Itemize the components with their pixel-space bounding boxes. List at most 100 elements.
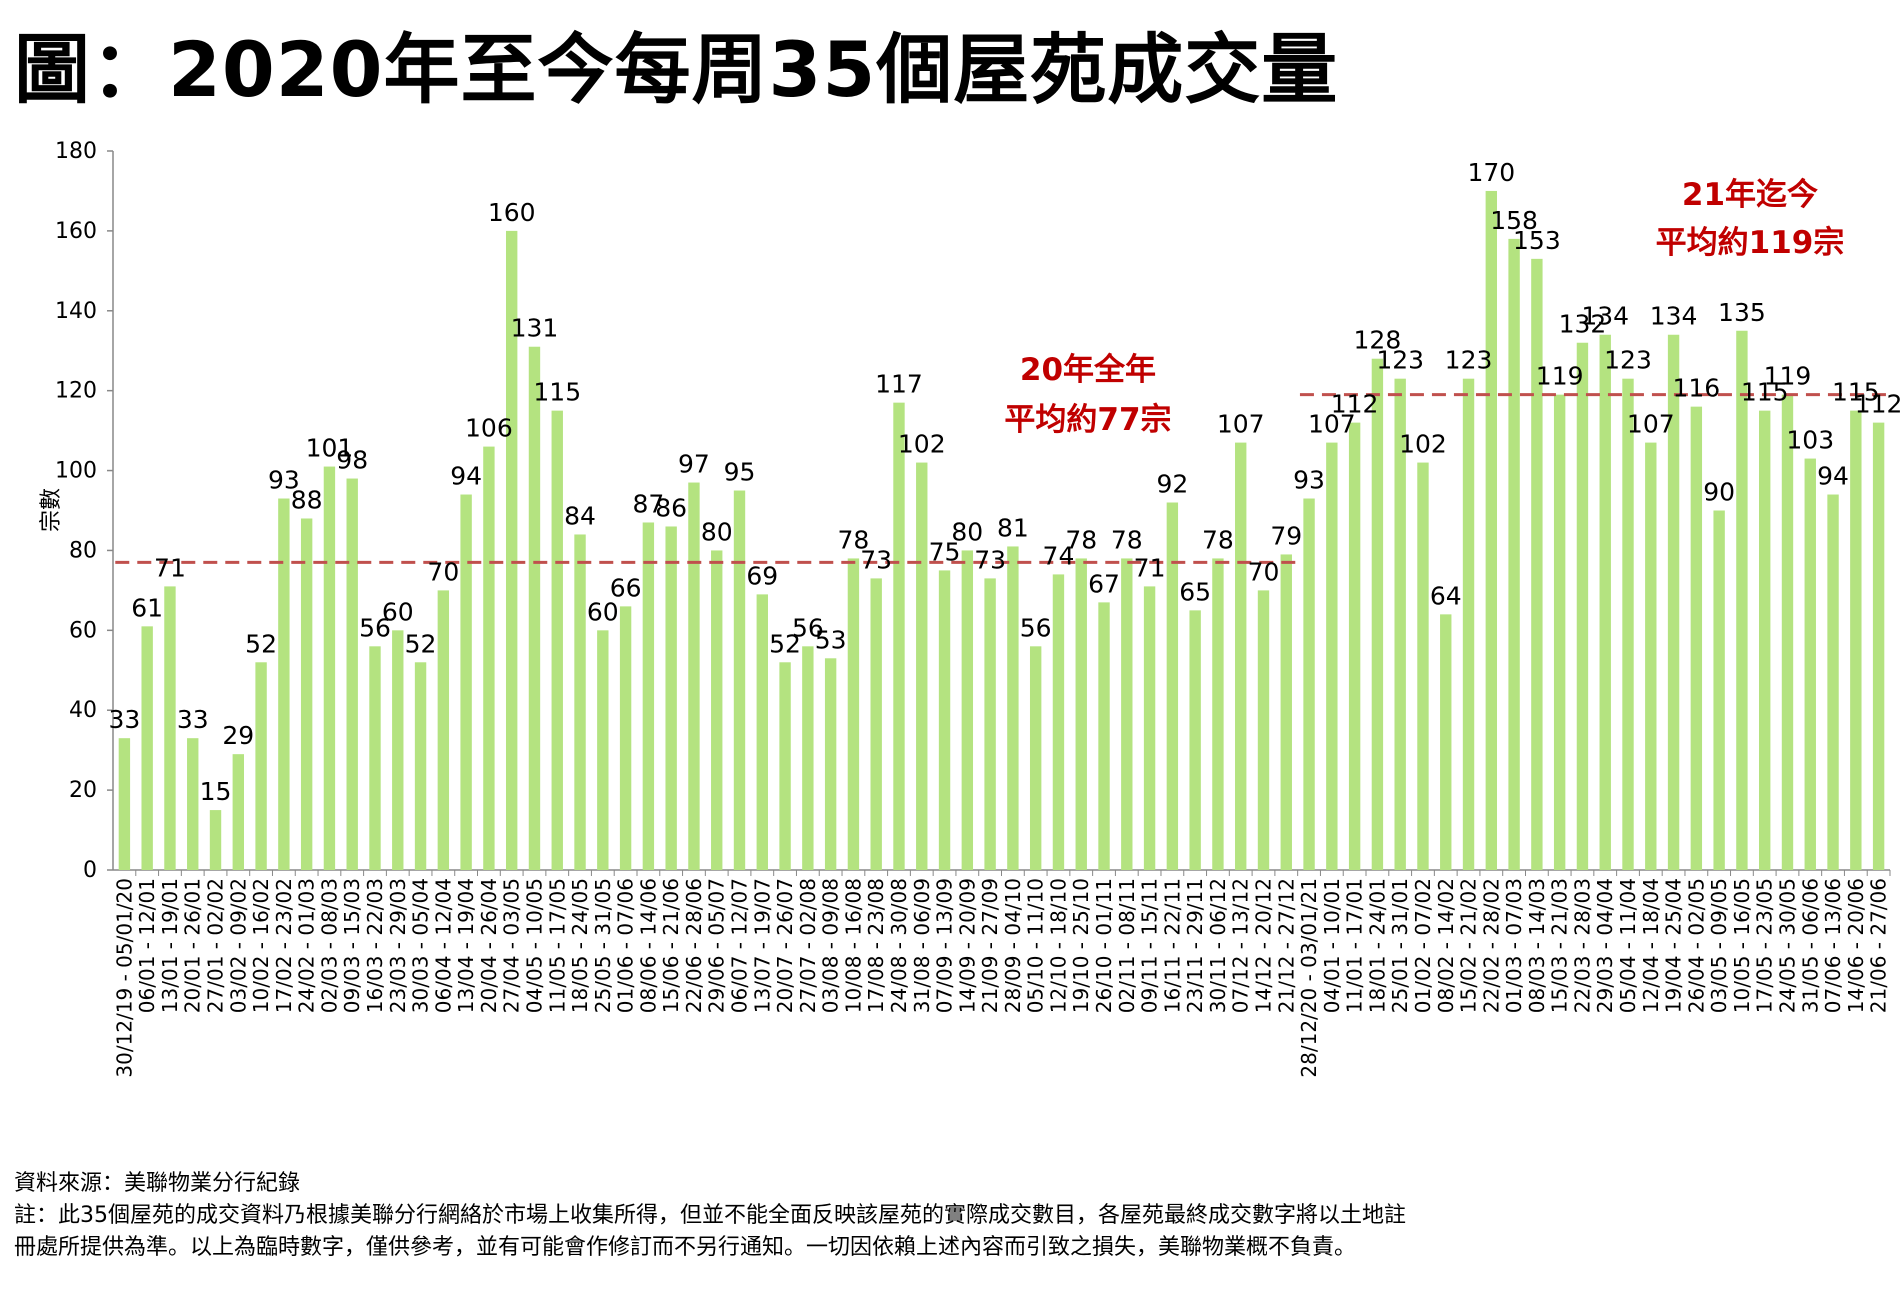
bar	[642, 522, 655, 870]
data-label: 123	[1376, 346, 1424, 375]
x-tick-label: 20/01 - 26/01	[181, 878, 205, 1013]
data-label: 53	[815, 625, 847, 654]
x-tick-label: 02/11 - 08/11	[1115, 878, 1139, 1013]
data-label: 73	[974, 545, 1006, 574]
bar-series	[118, 190, 1885, 871]
x-tick-label: 16/03 - 22/03	[363, 878, 387, 1013]
bar	[893, 402, 905, 870]
bar	[574, 534, 586, 870]
bar	[1645, 442, 1657, 870]
bar	[141, 626, 153, 870]
bar	[688, 482, 700, 870]
data-label: 98	[336, 446, 368, 475]
data-label: 79	[1270, 521, 1302, 550]
data-label: 52	[245, 629, 277, 658]
data-label: 94	[1817, 462, 1849, 491]
bar	[847, 558, 860, 870]
data-label: 170	[1467, 158, 1515, 187]
y-tick-label: 20	[69, 778, 97, 803]
data-label: 112	[1855, 390, 1903, 419]
bar	[1326, 442, 1338, 870]
bar	[1576, 342, 1589, 870]
bar	[346, 478, 358, 870]
bar	[1189, 610, 1201, 870]
data-label: 123	[1445, 346, 1493, 375]
x-tick-label: 08/03 - 14/03	[1525, 878, 1549, 1013]
data-label: 107	[1627, 410, 1675, 439]
source-note: 資料來源：美聯物業分行紀錄	[14, 1171, 301, 1196]
data-label: 119	[1764, 362, 1812, 391]
bar	[938, 570, 951, 870]
data-label: 15	[200, 777, 232, 806]
disclaimer-line-2: 冊處所提供為準。以上為臨時數字，僅供參考，並有可能會作修訂而不另行通知。一切因依…	[14, 1235, 1357, 1260]
bar	[619, 606, 632, 870]
x-tick-label: 28/12/20 - 03/01/21	[1297, 878, 1321, 1078]
bar	[551, 410, 563, 870]
bar	[1303, 498, 1315, 870]
bar	[1417, 462, 1429, 870]
average-annotation-line1: 21年迄今	[1682, 177, 1818, 213]
bar	[870, 578, 882, 870]
bar	[323, 466, 336, 870]
data-label: 69	[746, 561, 778, 590]
bar	[1462, 378, 1475, 870]
x-tick-label: 09/11 - 15/11	[1138, 878, 1162, 1013]
data-label: 33	[108, 705, 140, 734]
y-tick-label: 180	[55, 139, 97, 164]
data-label: 97	[678, 450, 710, 479]
x-tick-label: 09/03 - 15/03	[340, 878, 364, 1013]
data-label: 78	[1065, 525, 1097, 554]
data-label: 134	[1581, 302, 1629, 331]
bar	[1235, 442, 1247, 870]
y-tick-label: 0	[83, 858, 97, 883]
x-tick-label: 14/09 - 20/09	[955, 878, 979, 1013]
data-label: 102	[898, 430, 946, 459]
chart-title: 圖：2020年至今每周35個屋苑成交量	[14, 25, 1339, 114]
x-tick-label: 07/06 - 13/06	[1821, 878, 1845, 1013]
data-label: 158	[1490, 206, 1538, 235]
data-label: 70	[1248, 557, 1280, 586]
x-tick-label: 31/08 - 06/09	[910, 878, 934, 1013]
x-tick-label: 18/05 - 24/05	[568, 878, 592, 1013]
x-tick-label: 07/12 - 13/12	[1229, 878, 1253, 1013]
data-label: 60	[587, 597, 619, 626]
x-tick-label: 04/05 - 10/05	[522, 878, 546, 1013]
x-tick-label: 17/05 - 23/05	[1753, 878, 1777, 1013]
x-tick-label: 21/06 - 27/06	[1867, 878, 1891, 1013]
data-label: 73	[860, 545, 892, 574]
x-tick-label: 27/04 - 03/05	[500, 878, 524, 1013]
x-tick-label: 15/03 - 21/03	[1548, 878, 1572, 1013]
bar	[779, 662, 791, 870]
data-label: 66	[610, 573, 642, 602]
data-label: 80	[701, 517, 733, 546]
bar	[1827, 494, 1839, 870]
x-tick-label: 12/10 - 18/10	[1046, 878, 1070, 1013]
average-annotation-line2: 平均約119宗	[1656, 225, 1845, 261]
disclaimer-line-1: 註：此35個屋苑的成交資料乃根據美聯分行網絡於市場上收集所得，但並不能全面反映該…	[14, 1203, 1406, 1228]
data-label: 29	[222, 721, 254, 750]
data-label: 92	[1156, 470, 1188, 499]
x-tick-label: 26/04 - 02/05	[1684, 878, 1708, 1013]
bar	[733, 490, 746, 870]
data-label: 132	[1559, 310, 1607, 339]
bar	[300, 518, 313, 870]
data-labels: 3361713315295293881019856605270941061601…	[108, 158, 1902, 806]
x-tick-label: 05/04 - 11/04	[1616, 878, 1640, 1013]
bar	[232, 754, 244, 870]
x-tick-label: 17/08 - 23/08	[864, 878, 888, 1013]
y-tick-label: 120	[55, 379, 97, 404]
bar	[1257, 590, 1270, 870]
bar	[916, 462, 928, 870]
y-tick-label: 80	[69, 538, 97, 563]
bar	[1485, 190, 1498, 870]
bar	[1736, 330, 1748, 870]
bar	[1440, 614, 1452, 870]
x-tick-label: 24/02 - 01/03	[295, 878, 319, 1013]
bar	[1759, 410, 1771, 870]
x-tick-label: 24/05 - 30/05	[1775, 878, 1799, 1013]
x-tick-label: 28/09 - 04/10	[1001, 878, 1025, 1013]
data-label: 71	[154, 553, 186, 582]
